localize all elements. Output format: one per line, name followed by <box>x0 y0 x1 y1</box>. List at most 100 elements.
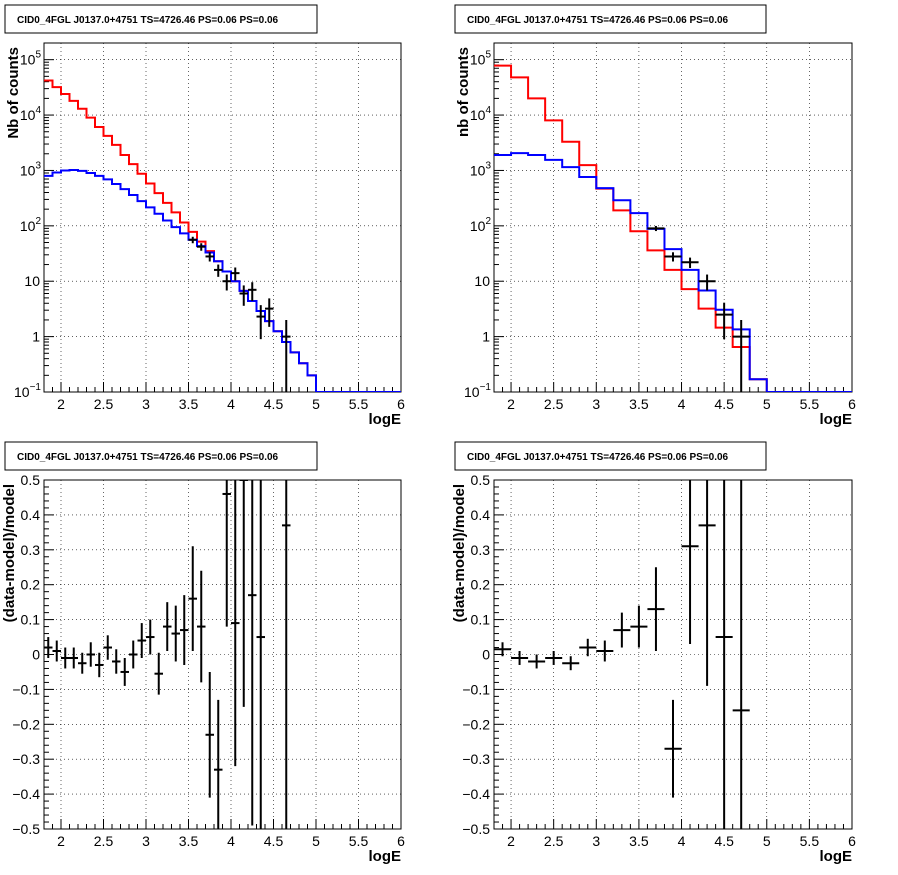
x-tick-label: 2.5 <box>544 833 564 849</box>
chart-title: CID0_4FGL J0137.0+4751 TS=4726.46 PS=0.0… <box>467 15 729 26</box>
y-tick-label: 10−1 <box>464 382 491 400</box>
y-tick-label: 103 <box>20 160 42 178</box>
y-tick-label: −0.4 <box>12 786 40 802</box>
x-tick-label: 4.5 <box>264 833 284 849</box>
x-tick-label: 3 <box>142 833 150 849</box>
plot-area <box>44 480 291 829</box>
x-tick-label: 6 <box>848 833 856 849</box>
x-tick-label: 3.5 <box>179 833 199 849</box>
plot-area <box>494 64 852 392</box>
y-axis-label: nb of counts <box>455 47 472 137</box>
x-tick-label: 4 <box>678 833 686 849</box>
panel-top-left-counts: CID0_4FGL J0137.0+4751 TS=4726.46 PS=0.0… <box>4 4 405 428</box>
y-tick-label: −0.3 <box>462 751 490 767</box>
x-tick-label: 2 <box>57 833 65 849</box>
y-tick-label: 0.2 <box>21 577 41 593</box>
x-tick-label: 4.5 <box>714 396 734 412</box>
y-tick-label: −0.2 <box>12 716 40 732</box>
x-tick-label: 2 <box>57 396 65 412</box>
chart-title: CID0_4FGL J0137.0+4751 TS=4726.46 PS=0.0… <box>17 15 279 26</box>
model-total-histogram <box>494 64 852 392</box>
y-tick-label: 0.1 <box>21 612 41 628</box>
x-tick-label: 4 <box>227 833 235 849</box>
grid <box>44 480 401 829</box>
y-tick-label: 0.5 <box>471 472 491 488</box>
plot-frame <box>43 42 402 393</box>
x-tick-label: 3 <box>142 396 150 412</box>
chart-title: CID0_4FGL J0137.0+4751 TS=4726.46 PS=0.0… <box>17 452 279 463</box>
title-box <box>4 4 318 34</box>
y-tick-label: 10 <box>24 273 40 289</box>
y-tick-label: 0.3 <box>471 542 491 558</box>
x-tick-label: 2.5 <box>544 396 564 412</box>
grid <box>44 43 401 392</box>
y-tick-label: 0.1 <box>471 612 491 628</box>
x-axis-label: logE <box>369 848 402 865</box>
plot-frame <box>43 479 402 830</box>
y-axis-label: Nb of counts <box>5 47 22 139</box>
y-tick-label: 0 <box>32 647 40 663</box>
x-tick-label: 3.5 <box>629 396 649 412</box>
x-tick-label: 2 <box>507 833 515 849</box>
y-tick-label: 104 <box>20 105 42 123</box>
plot-area <box>44 79 401 392</box>
plot-area <box>494 480 750 829</box>
x-tick-label: 5 <box>763 833 771 849</box>
panel-top-right-counts: CID0_4FGL J0137.0+4751 TS=4726.46 PS=0.0… <box>454 4 856 428</box>
x-tick-label: 4.5 <box>714 833 734 849</box>
y-tick-label: 102 <box>20 216 42 234</box>
y-tick-label: 10−1 <box>14 382 41 400</box>
y-tick-label: 0.5 <box>21 472 41 488</box>
y-tick-label: 10 <box>474 273 490 289</box>
x-tick-label: 6 <box>397 396 405 412</box>
x-tick-label: 5.5 <box>800 396 820 412</box>
x-tick-label: 5.5 <box>349 396 369 412</box>
x-tick-label: 4 <box>227 396 235 412</box>
x-tick-label: 5.5 <box>800 833 820 849</box>
y-tick-label: −0.5 <box>12 821 40 837</box>
y-tick-label: 105 <box>20 50 42 68</box>
plot-frame <box>493 42 853 393</box>
x-tick-label: 3.5 <box>629 833 649 849</box>
x-axis-label: logE <box>820 411 853 428</box>
model-total-histogram <box>44 79 401 392</box>
y-tick-label: 0 <box>482 647 490 663</box>
x-tick-label: 4 <box>678 396 686 412</box>
x-tick-label: 6 <box>848 396 856 412</box>
y-tick-label: −0.1 <box>462 681 490 697</box>
y-tick-label: 105 <box>470 50 492 68</box>
y-tick-label: −0.4 <box>462 786 490 802</box>
y-tick-label: 102 <box>470 216 492 234</box>
y-tick-label: 0.3 <box>21 542 41 558</box>
x-axis-label: logE <box>369 411 402 428</box>
y-tick-label: 103 <box>470 160 492 178</box>
x-axis-label: logE <box>820 848 853 865</box>
title-box <box>4 441 318 471</box>
y-tick-label: 0.4 <box>471 507 491 523</box>
x-tick-label: 5 <box>312 396 320 412</box>
y-tick-label: 104 <box>470 105 492 123</box>
panel-bottom-right-residuals: CID0_4FGL J0137.0+4751 TS=4726.46 PS=0.0… <box>451 441 856 865</box>
y-tick-label: −0.3 <box>12 751 40 767</box>
grid <box>494 43 852 392</box>
y-tick-label: 0.2 <box>471 577 491 593</box>
model-source-histogram <box>494 152 852 392</box>
x-tick-label: 3.5 <box>179 396 199 412</box>
chart-title: CID0_4FGL J0137.0+4751 TS=4726.46 PS=0.0… <box>467 452 729 463</box>
x-tick-label: 5 <box>312 833 320 849</box>
title-box <box>454 441 767 471</box>
x-tick-label: 2.5 <box>94 833 114 849</box>
x-tick-label: 2 <box>507 396 515 412</box>
x-tick-label: 3 <box>592 396 600 412</box>
x-tick-label: 6 <box>397 833 405 849</box>
x-tick-label: 4.5 <box>264 396 284 412</box>
title-box <box>454 4 767 34</box>
y-tick-label: −0.5 <box>462 821 490 837</box>
x-tick-label: 3 <box>592 833 600 849</box>
y-tick-label: −0.2 <box>462 716 490 732</box>
y-axis-label: (data-model)/model <box>1 484 18 622</box>
y-tick-label: 1 <box>482 329 490 345</box>
y-tick-label: 1 <box>32 329 40 345</box>
x-tick-label: 2.5 <box>94 396 114 412</box>
